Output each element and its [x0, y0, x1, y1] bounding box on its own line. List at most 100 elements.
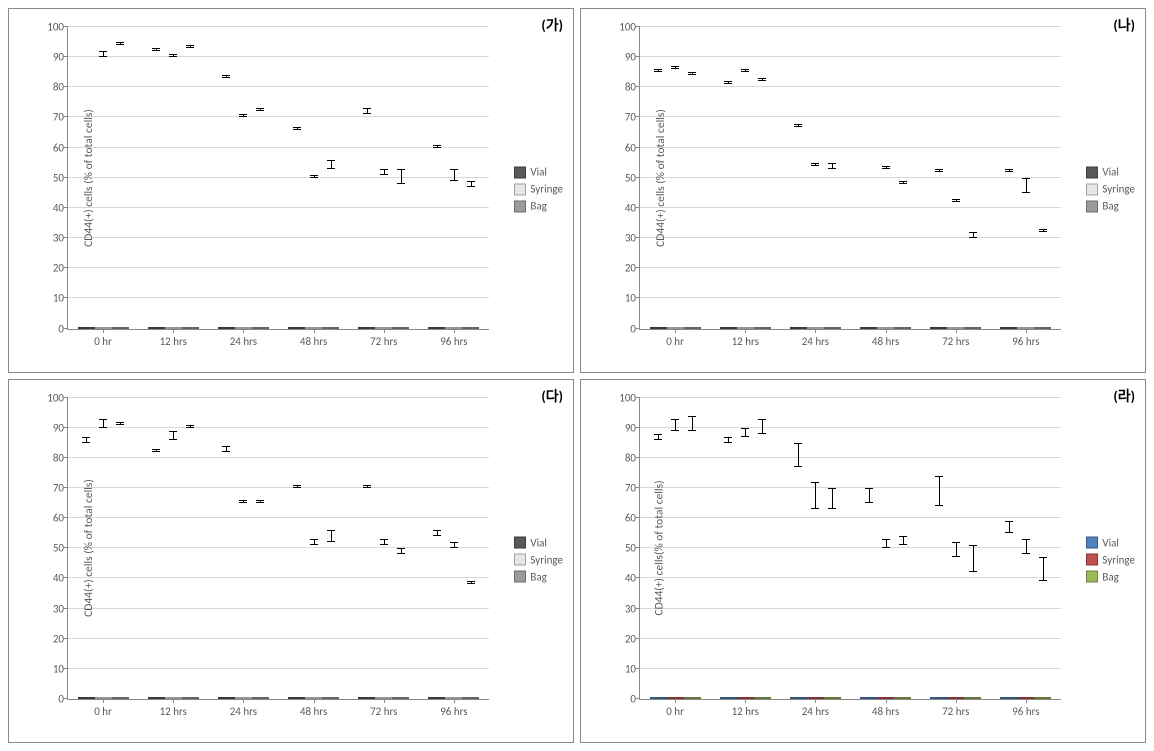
y-tick-label: 10 — [34, 662, 64, 675]
bar — [650, 327, 667, 329]
legend: VialSyringeBag — [514, 532, 563, 587]
plot-frame: 0102030405060708090100CD44(+) cells (% o… — [13, 17, 569, 362]
bar-cluster — [428, 327, 479, 329]
bar-cluster — [930, 697, 981, 699]
y-tick-label: 100 — [34, 391, 64, 404]
legend-label: Bag — [1102, 200, 1118, 213]
x-tick-mark — [1026, 329, 1027, 333]
legend-item: Syringe — [1086, 183, 1135, 196]
x-tick-mark — [384, 699, 385, 703]
bar-cluster — [428, 697, 479, 699]
legend-swatch — [514, 200, 526, 212]
x-tick-mark — [384, 329, 385, 333]
bar — [1017, 697, 1034, 699]
y-tick-label: 60 — [606, 512, 636, 525]
bar — [112, 327, 129, 329]
bar-cluster — [78, 697, 129, 699]
bar — [428, 327, 445, 329]
bar — [877, 327, 894, 329]
plot-area: 0102030405060708090100CD44(+) cells (% o… — [639, 27, 1061, 330]
bar-cluster — [288, 327, 339, 329]
bar — [754, 327, 771, 329]
bar — [807, 327, 824, 329]
y-tick-label: 0 — [34, 693, 64, 706]
legend-label: Bag — [530, 200, 546, 213]
x-tick-mark — [173, 699, 174, 703]
bar-cluster — [358, 327, 409, 329]
chart-panel: (나) 0102030405060708090100CD44(+) cells (… — [580, 8, 1146, 373]
bar — [462, 697, 479, 699]
y-tick-label: 30 — [34, 232, 64, 245]
legend-item: Bag — [514, 200, 563, 213]
y-tick-label: 30 — [34, 602, 64, 615]
bar — [358, 697, 375, 699]
plot-frame: 0102030405060708090100CD44(+) cells (% o… — [13, 388, 569, 733]
bar — [754, 697, 771, 699]
legend: VialSyringeBag — [514, 162, 563, 217]
x-tick-label: 96 hrs — [440, 335, 467, 348]
x-tick-label: 96 hrs — [1012, 705, 1039, 718]
plot-area: 0102030405060708090100CD44(+) cells (% o… — [67, 27, 489, 330]
legend-label: Vial — [530, 166, 547, 179]
legend: VialSyringeBag — [1086, 532, 1135, 587]
bar — [445, 327, 462, 329]
bar-cluster — [790, 327, 841, 329]
chart-grid: (가)0102030405060708090100CD44(+) cells (… — [8, 8, 1146, 743]
bar — [78, 697, 95, 699]
y-tick-label: 70 — [606, 481, 636, 494]
x-tick-label: 96 hrs — [440, 705, 467, 718]
bar — [947, 697, 964, 699]
x-tick-mark — [886, 699, 887, 703]
bar — [375, 697, 392, 699]
y-tick-label: 30 — [606, 602, 636, 615]
bar-cluster — [288, 697, 339, 699]
legend-item: Vial — [1086, 536, 1135, 549]
x-tick-label: 72 hrs — [370, 335, 397, 348]
bars-layer — [640, 27, 1061, 329]
plot-frame: 0102030405060708090100CD44(+) cells(% of… — [585, 388, 1141, 733]
bar — [667, 327, 684, 329]
bar — [720, 697, 737, 699]
bar — [148, 327, 165, 329]
legend-item: Vial — [1086, 166, 1135, 179]
bar — [894, 327, 911, 329]
bar — [165, 327, 182, 329]
bar — [807, 697, 824, 699]
plot-area: 0102030405060708090100CD44(+) cells (% o… — [67, 398, 489, 701]
bars-layer — [68, 398, 489, 700]
x-tick-label: 12 hrs — [160, 335, 187, 348]
panel-tag: (나) — [1113, 15, 1135, 35]
bar-cluster — [1000, 697, 1051, 699]
x-tick-mark — [886, 329, 887, 333]
legend-swatch — [514, 183, 526, 195]
x-tick-label: 24 hrs — [802, 705, 829, 718]
bar — [252, 327, 269, 329]
y-tick-label: 10 — [606, 292, 636, 305]
legend-swatch — [514, 166, 526, 178]
y-tick-label: 60 — [34, 141, 64, 154]
bar-cluster — [218, 327, 269, 329]
legend-swatch — [1086, 166, 1098, 178]
y-tick-label: 10 — [34, 292, 64, 305]
legend-item: Syringe — [1086, 553, 1135, 566]
bar — [322, 697, 339, 699]
legend-label: Bag — [530, 570, 546, 583]
y-tick-label: 100 — [606, 391, 636, 404]
x-tick-mark — [745, 699, 746, 703]
y-tick-label: 20 — [34, 262, 64, 275]
x-tick-label: 48 hrs — [872, 705, 899, 718]
bar — [182, 697, 199, 699]
y-tick-label: 40 — [34, 572, 64, 585]
bar-cluster — [720, 697, 771, 699]
x-tick-mark — [675, 329, 676, 333]
x-tick-mark — [314, 329, 315, 333]
bar — [667, 697, 684, 699]
bar-cluster — [790, 697, 841, 699]
y-tick-label: 40 — [606, 201, 636, 214]
bar-cluster — [148, 697, 199, 699]
bar — [78, 327, 95, 329]
bar — [165, 697, 182, 699]
legend-swatch — [1086, 554, 1098, 566]
x-tick-mark — [956, 329, 957, 333]
bar — [428, 697, 445, 699]
